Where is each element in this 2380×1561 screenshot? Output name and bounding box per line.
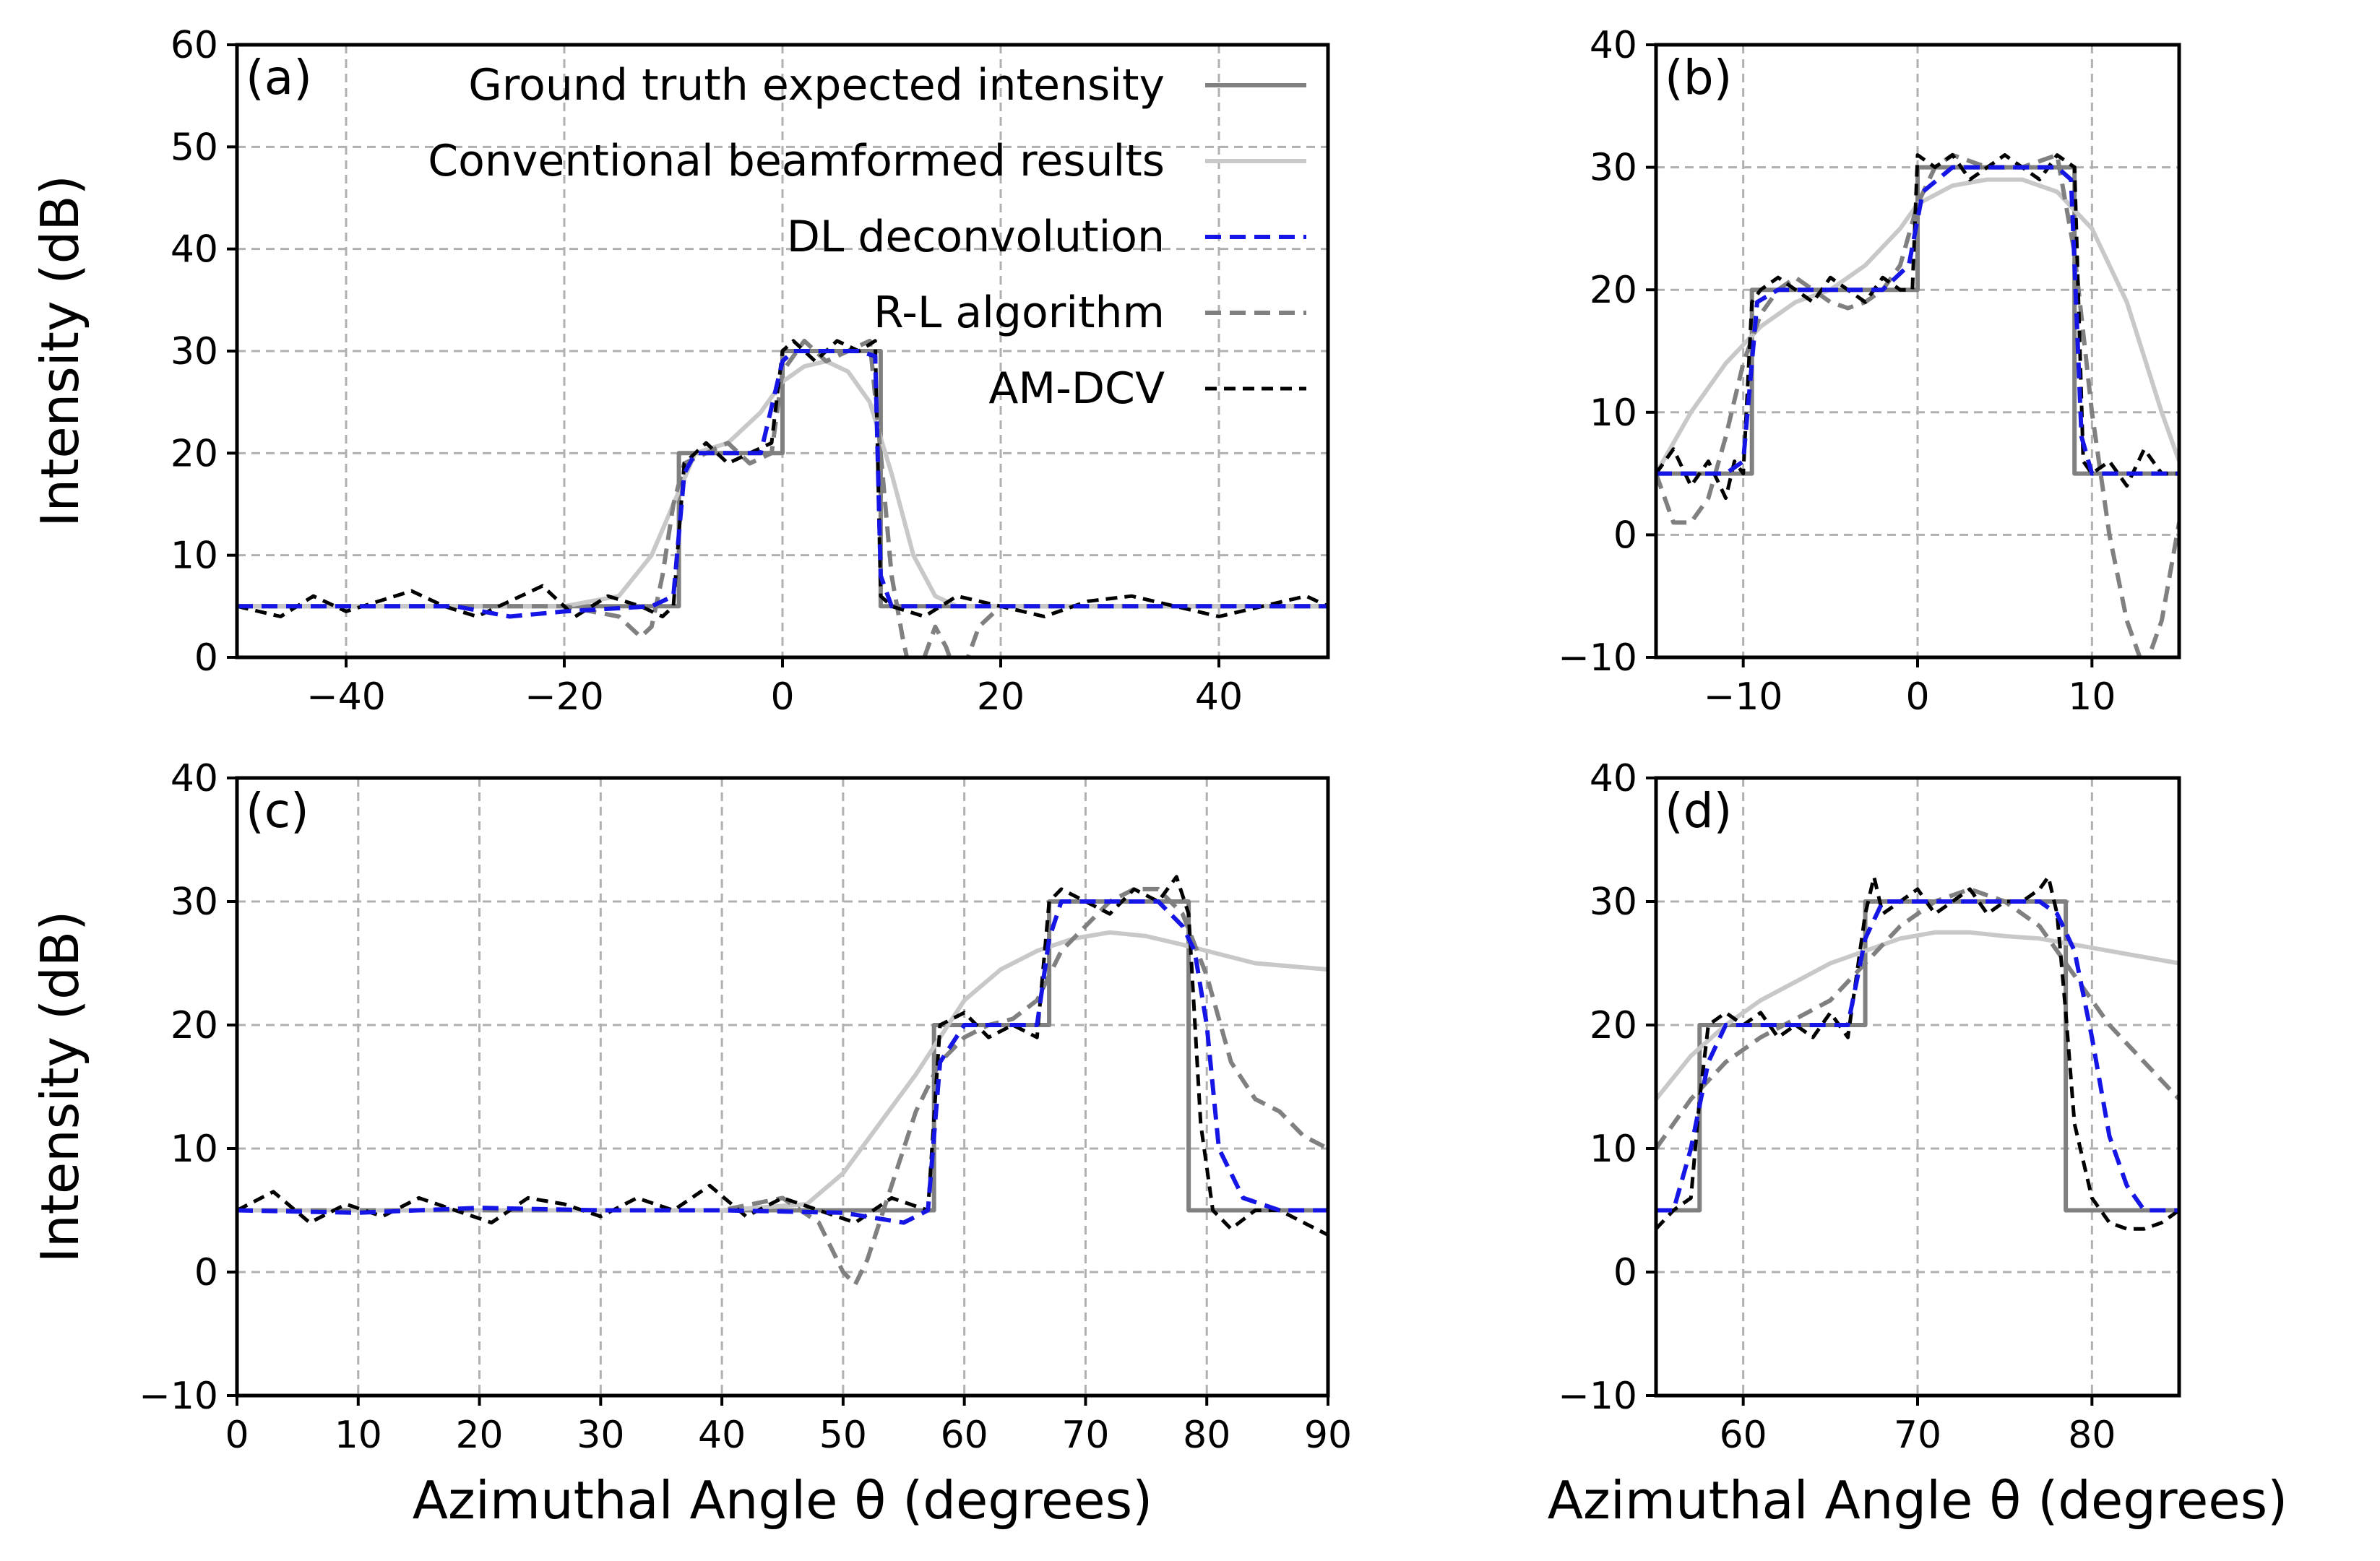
x-tick-label: 0: [225, 1414, 249, 1457]
x-tick-label: 70: [1061, 1414, 1109, 1457]
panel-label: (a): [246, 50, 312, 105]
panel-b: −10 0 10 −10 0 10 20 30 40 (b): [1558, 24, 2181, 719]
y-tick-label: 40: [171, 757, 218, 800]
x-tick-label: 80: [1183, 1414, 1230, 1457]
x-tick-label: 80: [2068, 1414, 2116, 1457]
panel-a: −40 −20 0 20 40 0 10 20 30 40 50 60 (a) Intensity (dB…: [30, 24, 1330, 719]
y-axis-title: Intensity (dB): [30, 911, 90, 1263]
series-line-rl: [1656, 152, 2179, 657]
y-tick-label: 30: [1590, 147, 1637, 190]
series-line-amdcv: [1656, 875, 2179, 1231]
x-tick-label: −40: [306, 675, 386, 719]
x-tick-label: −20: [525, 675, 604, 719]
panel-label: (c): [246, 783, 309, 839]
y-axis-title: Intensity (dB): [30, 175, 90, 527]
x-tick-label: 40: [1195, 675, 1243, 719]
series-line-amdcv: [1656, 153, 2179, 500]
y-tick-label: 10: [1590, 392, 1637, 435]
y-tick-label: 0: [194, 636, 218, 680]
x-tick-label: 10: [2068, 675, 2116, 719]
x-tick-label: 70: [1894, 1414, 1941, 1457]
legend-label-amdcv: AM-DCV: [988, 363, 1165, 414]
y-tick-label: 10: [171, 1128, 218, 1171]
y-tick-label: 10: [171, 535, 218, 578]
y-tick-label: −10: [139, 1375, 218, 1418]
x-tick-label: −10: [1704, 675, 1783, 719]
y-tick-label: 0: [1613, 1251, 1637, 1294]
x-tick-label: 90: [1304, 1414, 1352, 1457]
y-tick-label: 20: [1590, 269, 1637, 312]
y-tick-label: −10: [1558, 636, 1637, 680]
y-tick-label: 30: [1590, 881, 1637, 924]
x-axis-title: Azimuthal Angle θ (degrees): [1548, 1470, 2288, 1531]
x-tick-label: 40: [698, 1414, 746, 1457]
x-tick-label: 30: [577, 1414, 624, 1457]
y-tick-label: 40: [1590, 757, 1637, 800]
x-tick-label: 20: [455, 1414, 503, 1457]
x-tick-label: 10: [335, 1414, 382, 1457]
y-tick-label: 0: [1613, 514, 1637, 557]
x-tick-label: 0: [1905, 675, 1929, 719]
y-tick-label: 20: [1590, 1004, 1637, 1047]
x-axis-title: Azimuthal Angle θ (degrees): [413, 1470, 1152, 1531]
series-line-ground-truth: [237, 899, 1328, 1213]
y-tick-label: 40: [1590, 24, 1637, 67]
panel-d: 60 70 80 −10 0 10 20 30 40 (d) Azimuthal Angle θ (…: [1548, 757, 2288, 1531]
y-tick-label: 50: [171, 126, 218, 169]
legend-label-ground-truth: Ground truth expected intensity: [468, 60, 1165, 111]
y-tick-label: 20: [171, 1004, 218, 1047]
series-line-rl: [237, 886, 1328, 1287]
series-line-conventional: [237, 359, 1328, 609]
panel-c: 0 10 20 30 40 50 60 70 80 90−10010203040(c)Intens…: [30, 757, 1352, 1531]
y-tick-label: 0: [194, 1251, 218, 1294]
panel-label: (d): [1665, 783, 1732, 839]
x-tick-label: 20: [977, 675, 1025, 719]
legend-label-rl: R-L algorithm: [874, 287, 1165, 338]
y-tick-label: 20: [171, 432, 218, 475]
axes-frame: [235, 776, 1330, 1398]
legend: Ground truth expected intensity Conventio…: [428, 60, 1306, 414]
series-line-conventional: [1656, 930, 2179, 1101]
legend-label-dl: DL deconvolution: [787, 212, 1165, 262]
legend-label-conventional: Conventional beamformed results: [428, 136, 1165, 186]
x-tick-label: 60: [941, 1414, 988, 1457]
series-line-dl: [237, 349, 1328, 619]
y-tick-label: 10: [1590, 1128, 1637, 1171]
y-tick-label: −10: [1558, 1375, 1637, 1418]
y-tick-label: 60: [171, 24, 218, 67]
series-line-dl: [1656, 165, 2179, 476]
x-tick-label: 50: [819, 1414, 867, 1457]
x-tick-label: 0: [770, 675, 794, 719]
y-tick-label: 30: [171, 881, 218, 924]
y-tick-label: 40: [171, 228, 218, 272]
series-line-rl: [1656, 886, 2179, 1150]
panel-label: (b): [1665, 50, 1732, 105]
x-tick-label: 60: [1720, 1414, 1767, 1457]
series-line-dl: [237, 899, 1328, 1225]
series-line-dl: [1656, 899, 2179, 1213]
y-tick-label: 30: [171, 330, 218, 373]
